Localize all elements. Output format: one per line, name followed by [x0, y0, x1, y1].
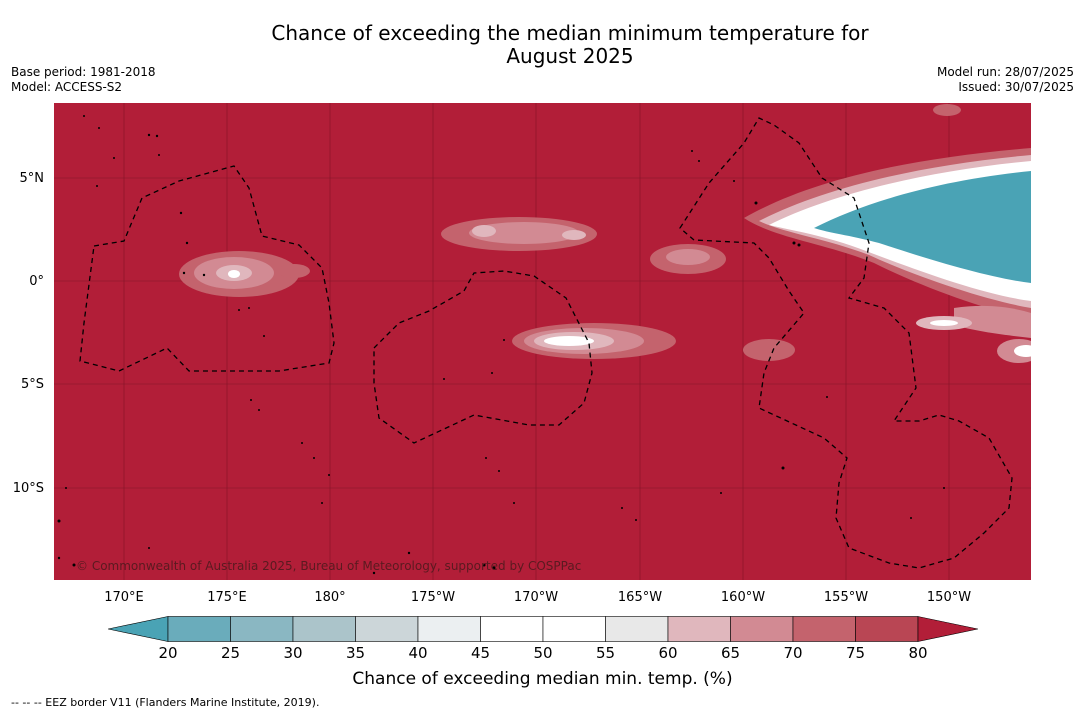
- colorbar-tick-label: 40: [408, 644, 428, 662]
- colorbar-tick-label: 20: [158, 644, 178, 662]
- colorbar-tick-label: 60: [658, 644, 678, 662]
- model-run: Model run: 28/07/2025: [936, 65, 1074, 79]
- colorbar-label: Chance of exceeding median min. temp. (%…: [352, 669, 733, 689]
- colorbar-segment: [730, 616, 794, 642]
- meta-left: Base period: 1981-2018 Model: ACCESS-S2: [11, 65, 156, 95]
- colorbar-tick-label: 75: [845, 644, 866, 662]
- colorbar-extend-high: [917, 616, 978, 642]
- colorbar-tick-label: 70: [783, 644, 803, 662]
- colorbar-segment: [292, 616, 356, 642]
- anomaly-patches: [179, 104, 1031, 363]
- lon-label-175e: 175°E: [207, 590, 247, 605]
- lat-label-10s: 10°S: [12, 481, 44, 496]
- lon-label-155w: 155°W: [823, 590, 869, 605]
- lon-label-165w: 165°W: [617, 590, 663, 605]
- eez-line-north: [679, 117, 1013, 569]
- colorbar-tick-label: 25: [220, 644, 241, 662]
- issued-date: Issued: 30/07/2025: [958, 80, 1074, 94]
- meta-right: Model run: 28/07/2025 Issued: 30/07/2025: [937, 65, 1074, 95]
- colorbar-tick-label: 80: [908, 644, 928, 662]
- title-line-1: Chance of exceeding the median minimum t…: [271, 21, 869, 45]
- colorbar-segment: [605, 616, 669, 642]
- colorbar-tick-label: 50: [533, 644, 553, 662]
- colorbar-segment: [480, 616, 544, 642]
- colorbar-tick-label: 35: [345, 644, 366, 662]
- lon-label-175w: 175°W: [410, 590, 456, 605]
- copyright-notice: © Commonwealth of Australia 2025, Bureau…: [76, 559, 581, 573]
- colorbar-segment: [417, 616, 481, 642]
- eez-tuvalu: [79, 165, 335, 372]
- eez-footer-note: -- -- -- EEZ border V11 (Flanders Marine…: [11, 696, 320, 709]
- lon-label-160w: 160°W: [720, 590, 766, 605]
- eez-borders: [79, 117, 1013, 569]
- lat-label-5s: 5°S: [20, 377, 44, 392]
- lon-label-170w: 170°W: [513, 590, 559, 605]
- colorbar-tick-label: 65: [720, 644, 741, 662]
- island-dots: [57, 115, 945, 575]
- colorbar-extend-low: [108, 616, 169, 642]
- lon-label-170e: 170°E: [104, 590, 144, 605]
- colorbar-segment: [792, 616, 856, 642]
- colorbar-segment: [667, 616, 731, 642]
- lon-label-180: 180°: [314, 590, 346, 605]
- map-title: Chance of exceeding the median minimum t…: [0, 22, 1085, 68]
- model-name: Model: ACCESS-S2: [11, 80, 123, 94]
- cool-tongue-core: [814, 171, 1031, 283]
- colorbar-segment: [230, 616, 294, 642]
- colorbar-segment: [355, 616, 419, 642]
- colorbar-segments: [108, 616, 978, 642]
- eez-phoenix: [373, 270, 593, 444]
- colorbar-segment: [542, 616, 606, 642]
- colorbar-segment: [167, 616, 231, 642]
- colorbar: [108, 616, 978, 642]
- colorbar-tick-label: 45: [470, 644, 491, 662]
- title-line-2: August 2025: [506, 44, 634, 68]
- lon-label-150w: 150°W: [926, 590, 972, 605]
- base-period: Base period: 1981-2018: [11, 65, 156, 79]
- forecast-map: © Commonwealth of Australia 2025, Bureau…: [54, 103, 1031, 580]
- colorbar-tick-label: 30: [283, 644, 303, 662]
- colorbar-segment: [855, 616, 919, 642]
- lat-label-5n: 5°N: [19, 171, 45, 186]
- lat-label-0: 0°: [29, 274, 44, 289]
- colorbar-tick-label: 55: [595, 644, 616, 662]
